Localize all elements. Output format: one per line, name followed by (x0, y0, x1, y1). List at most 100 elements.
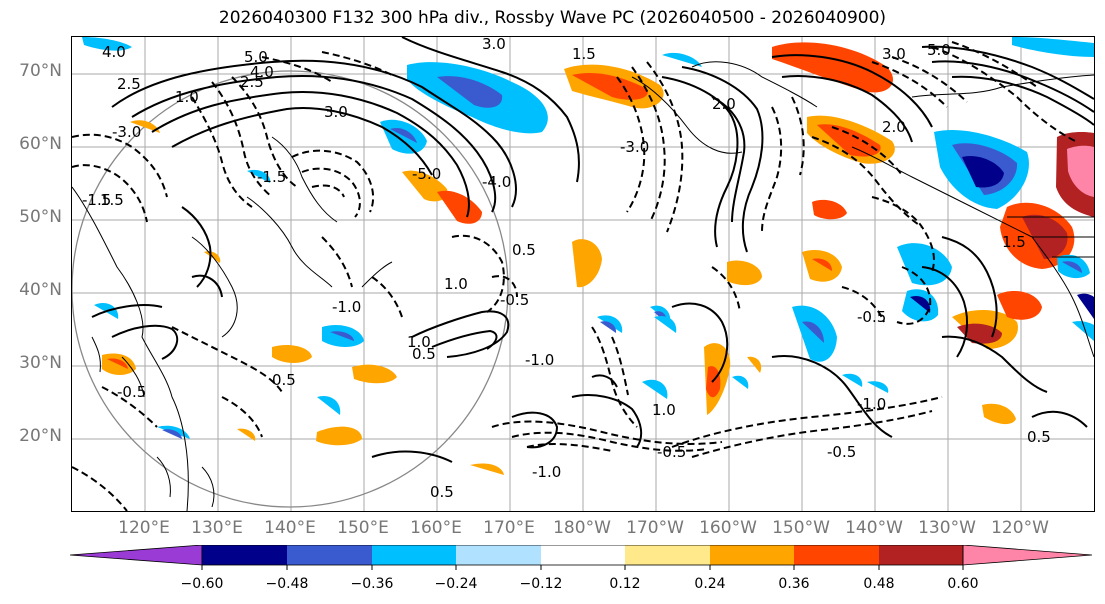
lon-label-130e: 130°E (191, 518, 243, 538)
lat-label-70n: 70°N (19, 61, 62, 81)
div-patch (82, 37, 132, 51)
div-patch (982, 403, 1016, 425)
div-patch (380, 119, 427, 154)
contour-label: 5.0 (927, 41, 951, 59)
divergence-fill (82, 37, 1094, 475)
div-patch (654, 315, 677, 333)
div-patch (237, 428, 256, 441)
negative-contours (72, 41, 1078, 511)
contour-label: -1.5 (82, 191, 111, 209)
contour-label: 3.0 (482, 37, 506, 53)
lat-label-20n: 20°N (19, 426, 62, 446)
colorbar-bin (710, 545, 794, 565)
colorbar-bin (794, 545, 879, 565)
div-patch (727, 260, 762, 286)
colorbar-tick-label: 0.36 (778, 576, 810, 592)
div-patch (572, 239, 602, 288)
contour-label: 1.5 (1002, 233, 1026, 251)
div-patch (897, 243, 952, 286)
colorbar-bin (372, 545, 456, 565)
div-patch (572, 72, 648, 100)
contour-label: -0.5 (827, 443, 856, 461)
lon-label-160w: 160°W (699, 518, 757, 538)
contour-label: -0.5 (857, 308, 886, 326)
colorbar-tick-label: 0.12 (609, 576, 641, 592)
contour-label: -0.5 (657, 443, 686, 461)
div-patch (437, 190, 482, 224)
lon-label-180w: 180°W (553, 518, 611, 538)
contour-label: -1.0 (525, 351, 554, 369)
phase-circle (72, 70, 509, 508)
div-patch (747, 356, 762, 373)
div-patch (470, 463, 504, 475)
contour-label: 1.0 (407, 333, 431, 351)
colorbar-bin (456, 545, 541, 565)
lon-label-140e: 140°E (264, 518, 316, 538)
div-patch (842, 373, 863, 387)
colorbar-bin (541, 545, 625, 565)
lon-label-140w: 140°W (845, 518, 903, 538)
div-patch (390, 127, 417, 143)
div-patch (1077, 293, 1094, 319)
colorbar-tick-label: 0.60 (947, 576, 979, 592)
div-patch (204, 251, 221, 263)
colorbar-bin (202, 545, 287, 565)
div-patch (272, 345, 312, 363)
contour-label: -3.0 (620, 138, 649, 156)
contour-labels: 3.0 3.0 3.0 5.0 5.0 4.0 4.0 2.5 2.5 1.5 … (82, 37, 1051, 501)
div-patch (316, 426, 362, 446)
div-patch (867, 381, 889, 393)
colorbar-tick-label: −0.60 (180, 576, 224, 592)
contour-label: -4.0 (482, 173, 511, 191)
contour-label: 2.5 (117, 75, 141, 93)
colorbar-bin (625, 545, 710, 565)
contour-label: 4.0 (250, 63, 274, 81)
colorbar-frame-right (962, 545, 1093, 566)
colorbar-tick-label: −0.48 (265, 576, 309, 592)
div-patch (662, 52, 702, 67)
contour-label: 1.0 (444, 275, 468, 293)
contour-label: 0.5 (512, 241, 536, 259)
div-patch (1067, 145, 1094, 197)
colorbar-bin (287, 545, 372, 565)
lon-label-160e: 160°E (410, 518, 462, 538)
colorbar-tick-label: −0.36 (350, 576, 394, 592)
div-patch (962, 155, 1004, 188)
contour-label: 2.5 (240, 73, 264, 91)
contour-label: -1.0 (532, 463, 561, 481)
lon-label-170w: 170°W (626, 518, 684, 538)
div-patch (1072, 321, 1094, 341)
contour-label: 4.0 (102, 43, 126, 61)
colorbar-bin (963, 545, 1092, 565)
div-patch (802, 321, 824, 343)
colorbar (70, 545, 1093, 570)
div-patch (130, 120, 160, 133)
map-title: 2026040300 F132 300 hPa div., Rossby Wav… (218, 8, 887, 28)
map-canvas: 3.0 3.0 3.0 5.0 5.0 4.0 4.0 2.5 2.5 1.5 … (72, 37, 1094, 511)
contour-label: -5.0 (412, 165, 441, 183)
lat-label-30n: 30°N (19, 353, 62, 373)
div-patch (817, 124, 881, 157)
div-patch (902, 289, 939, 322)
lat-label-40n: 40°N (19, 280, 62, 300)
colorbar-ticks (201, 565, 964, 570)
contour-label: -1.0 (332, 298, 361, 316)
div-patch (732, 375, 749, 389)
contour-label: 1.5 (572, 45, 596, 63)
lon-label-150e: 150°E (337, 518, 389, 538)
div-patch (802, 249, 842, 282)
div-patch (437, 76, 503, 108)
contour-label: -3.0 (112, 123, 141, 141)
div-patch (910, 295, 931, 313)
div-patch (107, 358, 128, 369)
contour-label: 0.5 (430, 483, 454, 501)
div-patch (330, 331, 354, 341)
contour-label: 0.5 (272, 371, 296, 389)
contour-label: 5.0 (244, 48, 268, 66)
positive-contours (91, 37, 1094, 463)
div-patch (317, 395, 341, 415)
lon-label-120w: 120°W (991, 518, 1049, 538)
lon-label-120e: 120°E (118, 518, 170, 538)
contour-label: 3.0 (882, 45, 906, 63)
contour-label: 1.0 (175, 88, 199, 106)
